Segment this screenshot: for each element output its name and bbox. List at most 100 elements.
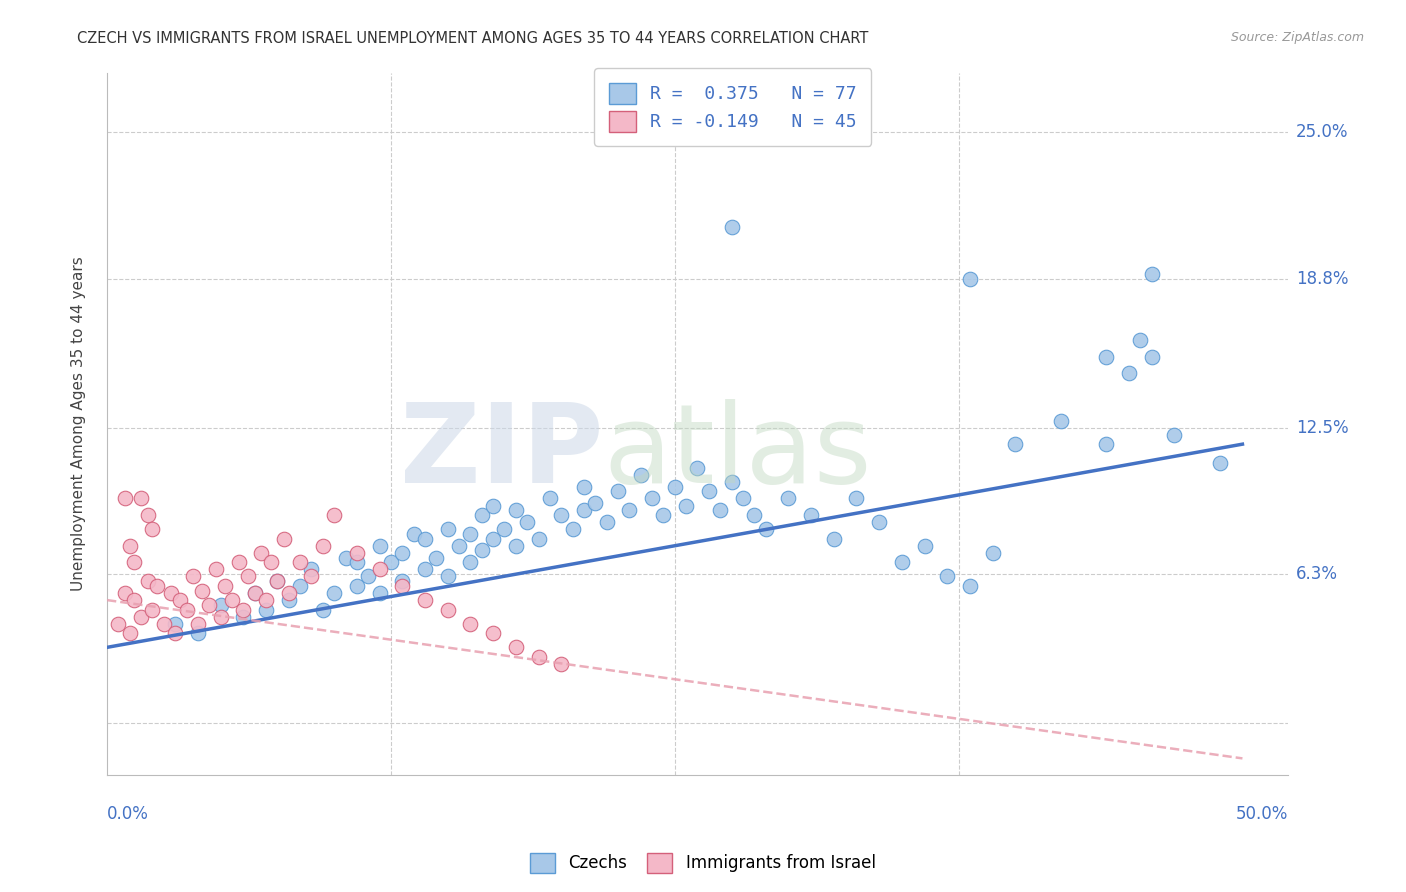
Point [254,593,277,607]
Point [482,499,505,513]
Point [471,543,494,558]
Point [1129,333,1152,347]
Text: CZECH VS IMMIGRANTS FROM ISRAEL UNEMPLOYMENT AMONG AGES 35 TO 44 YEARS CORRELATI: CZECH VS IMMIGRANTS FROM ISRAEL UNEMPLOY… [77,31,869,46]
Legend: R =  0.375   N = 77, R = -0.149   N = 45: R = 0.375 N = 77, R = -0.149 N = 45 [595,68,872,146]
Point [191,583,214,598]
Point [868,515,890,529]
Point [595,515,617,529]
Point [583,496,606,510]
Point [266,574,288,589]
Point [527,532,550,546]
Point [136,574,159,589]
Point [254,602,277,616]
Point [1209,456,1232,470]
Point [136,508,159,522]
Point [641,491,664,506]
Point [572,503,595,517]
Point [1049,413,1071,427]
Y-axis label: Unemployment Among Ages 35 to 44 years: Unemployment Among Ages 35 to 44 years [72,257,86,591]
Point [107,616,129,631]
Point [250,546,273,560]
Point [731,491,754,506]
Point [447,539,470,553]
Point [288,555,311,569]
Point [460,616,482,631]
Point [165,616,187,631]
Point [129,609,152,624]
Point [312,539,335,553]
Point [153,616,176,631]
Point [141,522,163,536]
Point [118,626,141,640]
Point [368,539,391,553]
Point [243,586,266,600]
Point [209,609,232,624]
Point [505,503,527,517]
Text: 6.3%: 6.3% [1296,566,1339,583]
Point [205,562,228,576]
Point [380,555,402,569]
Point [402,527,425,541]
Point [146,579,169,593]
Point [890,555,912,569]
Point [619,503,641,517]
Point [232,609,254,624]
Point [742,508,765,522]
Point [436,569,458,583]
Text: atlas: atlas [603,399,872,506]
Point [413,532,436,546]
Point [368,562,391,576]
Point [1118,366,1140,380]
Text: Source: ZipAtlas.com: Source: ZipAtlas.com [1230,31,1364,45]
Point [981,546,1004,560]
Point [516,515,538,529]
Point [460,555,482,569]
Point [561,522,583,536]
Point [183,569,205,583]
Point [323,508,346,522]
Point [114,586,136,600]
Point [236,569,259,583]
Point [652,508,675,522]
Point [176,602,198,616]
Point [232,602,254,616]
Point [335,550,357,565]
Point [664,480,686,494]
Point [914,539,936,553]
Point [436,522,458,536]
Point [277,586,299,600]
Point [425,550,447,565]
Point [273,532,295,546]
Point [221,593,243,607]
Point [129,491,152,506]
Point [572,480,595,494]
Point [755,522,778,536]
Point [550,508,572,522]
Point [187,616,209,631]
Point [413,562,436,576]
Point [214,579,236,593]
Point [312,602,335,616]
Point [550,657,572,671]
Point [209,598,232,612]
Text: 25.0%: 25.0% [1296,123,1348,141]
Text: 0.0%: 0.0% [107,805,149,823]
Point [482,626,505,640]
Point [198,598,221,612]
Point [823,532,845,546]
Point [266,574,288,589]
Text: 12.5%: 12.5% [1296,418,1348,436]
Point [1163,427,1185,442]
Point [169,593,191,607]
Text: ZIP: ZIP [399,399,603,506]
Point [778,491,800,506]
Point [936,569,959,583]
Point [346,579,368,593]
Text: 50.0%: 50.0% [1236,805,1288,823]
Point [259,555,281,569]
Point [630,467,652,482]
Point [141,602,163,616]
Point [697,484,720,499]
Point [346,555,368,569]
Point [228,555,250,569]
